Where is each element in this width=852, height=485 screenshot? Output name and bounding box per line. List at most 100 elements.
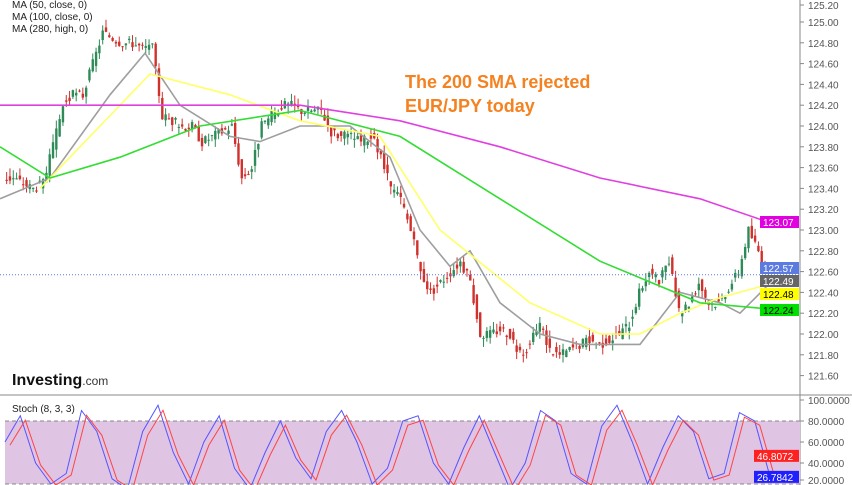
candle <box>330 125 333 137</box>
investing-logo: Investing.com <box>12 372 109 389</box>
candle <box>518 346 522 351</box>
candle <box>5 179 8 181</box>
ma-line-1 <box>39 73 771 335</box>
candle <box>750 225 753 239</box>
candle <box>45 172 48 183</box>
candle <box>498 326 502 332</box>
candle <box>561 349 565 355</box>
candle <box>31 187 35 189</box>
candle <box>714 306 717 308</box>
candle <box>628 327 631 332</box>
candle <box>488 330 492 338</box>
stoch-label: Stoch (8, 3, 3) <box>12 404 75 415</box>
candle <box>65 100 68 102</box>
candle <box>68 97 71 102</box>
candle <box>528 343 532 345</box>
candle <box>687 306 691 309</box>
candle <box>452 270 455 277</box>
candle <box>667 263 671 265</box>
candle <box>137 43 141 46</box>
candle <box>230 124 234 126</box>
annotation-line-1: The 200 SMA rejected <box>405 72 591 92</box>
candle <box>180 124 184 127</box>
stoch-tick-label: 20.0000 <box>808 476 845 485</box>
candle <box>717 299 720 302</box>
candle <box>472 285 475 304</box>
candle <box>426 281 429 290</box>
y-tick-label: 125.20 <box>808 1 839 12</box>
candle <box>743 246 747 259</box>
price-label: 122.24 <box>763 306 794 317</box>
candle <box>588 336 591 344</box>
candle <box>651 268 654 274</box>
legend-ma50: MA (50, close, 0) <box>12 0 88 11</box>
price-label-bg <box>760 304 799 316</box>
candle <box>697 283 700 291</box>
candle <box>114 41 118 44</box>
y-tick-label: 123.20 <box>808 205 839 216</box>
stoch-value-label: 46.8072 <box>757 452 794 463</box>
candle <box>359 135 363 142</box>
candle <box>727 291 730 293</box>
candle <box>647 272 651 278</box>
candle <box>356 136 359 140</box>
indicator-legend: MA (50, close, 0) MA (100, close, 0) MA … <box>12 0 93 36</box>
candle <box>406 213 409 220</box>
candle <box>147 44 151 50</box>
candle <box>15 178 18 180</box>
candle <box>55 128 58 150</box>
candle <box>207 139 210 141</box>
candle <box>339 131 343 136</box>
price-label: 122.49 <box>763 277 794 288</box>
candle <box>227 130 230 134</box>
candle <box>253 149 257 166</box>
candle <box>310 110 313 112</box>
candle <box>144 46 147 48</box>
candle <box>757 245 760 252</box>
candle <box>412 231 416 240</box>
candle <box>492 329 495 333</box>
candle <box>409 216 412 232</box>
candle <box>363 135 366 146</box>
candle <box>214 130 217 140</box>
candle <box>257 143 260 150</box>
candle <box>551 354 555 356</box>
candle <box>58 119 61 137</box>
candle <box>217 129 220 134</box>
y-tick-label: 122.00 <box>808 330 839 341</box>
candle <box>558 352 561 355</box>
candle <box>323 114 326 121</box>
price-label: 122.48 <box>763 290 794 301</box>
candle <box>432 288 436 294</box>
candle <box>753 235 757 242</box>
candle <box>141 44 144 46</box>
candle <box>618 330 621 335</box>
candle <box>94 51 98 66</box>
y-tick-label: 122.40 <box>808 288 839 299</box>
candle <box>187 127 190 130</box>
candle <box>91 59 94 72</box>
candle <box>61 106 65 123</box>
candle <box>210 135 214 137</box>
candle <box>548 338 551 348</box>
candle <box>247 173 250 175</box>
candle <box>674 277 677 297</box>
candle <box>522 354 525 356</box>
candle <box>661 270 664 278</box>
candle <box>349 133 353 135</box>
candle <box>392 189 396 193</box>
candle <box>101 30 104 41</box>
y-tick-label: 123.60 <box>808 164 839 175</box>
candle <box>677 290 681 309</box>
candle <box>346 133 349 138</box>
annotation-line-2: EUR/JPY today <box>405 96 535 116</box>
candle <box>532 332 535 343</box>
candle <box>41 179 45 189</box>
candle <box>104 27 108 32</box>
candle <box>243 174 247 177</box>
candle <box>237 143 240 165</box>
candle <box>84 87 88 97</box>
candle <box>306 106 310 111</box>
candle <box>505 335 508 338</box>
